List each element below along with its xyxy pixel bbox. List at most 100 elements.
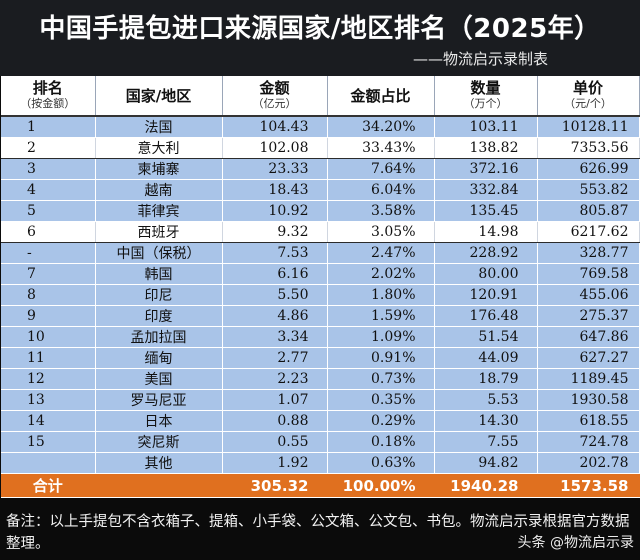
table-row: 3 柬埔寨 23.33 7.64% 372.16 626.99	[1, 158, 640, 180]
cell-share: 2.02%	[327, 263, 435, 285]
cell-amount: 104.43	[222, 116, 328, 138]
cell-quantity: 14.30	[434, 410, 538, 432]
cell-rank: 10	[1, 326, 96, 348]
watermark: 头条 @物流启示录	[517, 535, 634, 551]
cell-country: 柬埔寨	[95, 158, 223, 180]
cell-unit-price: 1189.45	[537, 368, 640, 390]
cell-rank: 7	[1, 263, 96, 285]
cell-quantity: 44.09	[434, 347, 538, 369]
page-title: 中国手提包进口来源国家/地区排名（2025年）	[39, 14, 601, 44]
cell-country: 其他	[95, 452, 223, 474]
cell-share: 1.59%	[327, 305, 435, 327]
cell-quantity: 332.84	[434, 179, 538, 201]
cell-quantity: 228.92	[434, 242, 538, 264]
table-row: 4 越南 18.43 6.04% 332.84 553.82	[1, 179, 640, 201]
cell-quantity: 372.16	[434, 158, 538, 180]
cell-quantity: 51.54	[434, 326, 538, 348]
cell-country: 罗马尼亚	[95, 389, 223, 411]
cell-rank: -	[1, 242, 96, 264]
cell-amount: 5.50	[222, 284, 328, 306]
cell-country: 菲律宾	[95, 200, 223, 222]
cell-country: 日本	[95, 410, 223, 432]
cell-share: 0.73%	[327, 368, 435, 390]
cell-rank: 1	[1, 116, 96, 138]
cell-unit-price: 553.82	[537, 179, 640, 201]
cell-amount: 0.55	[222, 431, 328, 453]
cell-country: 孟加拉国	[95, 326, 223, 348]
header-quantity: 数量 （万个）	[434, 76, 538, 117]
cell-rank	[1, 452, 96, 474]
cell-share: 0.29%	[327, 410, 435, 432]
cell-unit-price: 7353.56	[537, 137, 640, 159]
footnote: 备注：以上手提包不含衣箱子、提箱、小手袋、公文箱、公文包、书包。物流启示录根据官…	[0, 508, 640, 560]
cell-quantity: 80.00	[434, 263, 538, 285]
total-amount: 305.32	[222, 473, 328, 498]
total-quantity: 1940.28	[434, 473, 538, 498]
cell-unit-price: 769.58	[537, 263, 640, 285]
cell-country: 缅甸	[95, 347, 223, 369]
cell-unit-price: 647.86	[537, 326, 640, 348]
cell-amount: 1.07	[222, 389, 328, 411]
cell-quantity: 120.91	[434, 284, 538, 306]
cell-amount: 3.34	[222, 326, 328, 348]
cell-share: 6.04%	[327, 179, 435, 201]
cell-country: 突尼斯	[95, 431, 223, 453]
cell-unit-price: 275.37	[537, 305, 640, 327]
title-banner: 中国手提包进口来源国家/地区排名（2025年） ——物流启示录制表	[0, 0, 640, 76]
header-share: 金额占比	[327, 76, 435, 117]
cell-rank: 5	[1, 200, 96, 222]
cell-amount: 9.32	[222, 221, 328, 243]
cell-share: 33.43%	[327, 137, 435, 159]
cell-unit-price: 328.77	[537, 242, 640, 264]
cell-share: 7.64%	[327, 158, 435, 180]
cell-unit-price: 6217.62	[537, 221, 640, 243]
cell-amount: 102.08	[222, 137, 328, 159]
cell-country: 韩国	[95, 263, 223, 285]
cell-share: 0.63%	[327, 452, 435, 474]
cell-share: 1.09%	[327, 326, 435, 348]
cell-quantity: 135.45	[434, 200, 538, 222]
cell-amount: 2.77	[222, 347, 328, 369]
cell-rank: 12	[1, 368, 96, 390]
cell-unit-price: 627.27	[537, 347, 640, 369]
total-row: 合计 305.32 100.00% 1940.28 1573.58	[1, 473, 640, 498]
cell-amount: 18.43	[222, 179, 328, 201]
cell-share: 3.58%	[327, 200, 435, 222]
cell-country: 意大利	[95, 137, 223, 159]
cell-rank: 13	[1, 389, 96, 411]
cell-amount: 6.16	[222, 263, 328, 285]
cell-country: 印尼	[95, 284, 223, 306]
table-row: 9 印度 4.86 1.59% 176.48 275.37	[1, 305, 640, 327]
cell-country: 中国（保税）	[95, 242, 223, 264]
table-row: 12 美国 2.23 0.73% 18.79 1189.45	[1, 368, 640, 390]
cell-unit-price: 724.78	[537, 431, 640, 453]
cell-unit-price: 626.99	[537, 158, 640, 180]
table-row: 6 西班牙 9.32 3.05% 14.98 6217.62	[1, 221, 640, 243]
header-rank: 排名 （按金额）	[1, 76, 96, 117]
page-subtitle: ——物流启示录制表	[412, 50, 548, 68]
cell-quantity: 7.55	[434, 431, 538, 453]
cell-unit-price: 455.06	[537, 284, 640, 306]
cell-amount: 1.92	[222, 452, 328, 474]
cell-rank: 14	[1, 410, 96, 432]
cell-share: 34.20%	[327, 116, 435, 138]
table-row: 5 菲律宾 10.92 3.58% 135.45 805.87	[1, 200, 640, 222]
cell-share: 0.18%	[327, 431, 435, 453]
table-row: - 中国（保税） 7.53 2.47% 228.92 328.77	[1, 242, 640, 264]
cell-unit-price: 805.87	[537, 200, 640, 222]
cell-rank: 15	[1, 431, 96, 453]
table-row: 15 突尼斯 0.55 0.18% 7.55 724.78	[1, 431, 640, 453]
table-row: 14 日本 0.88 0.29% 14.30 618.55	[1, 410, 640, 432]
cell-rank: 6	[1, 221, 96, 243]
header-country: 国家/地区	[95, 76, 223, 117]
cell-amount: 0.88	[222, 410, 328, 432]
cell-rank: 9	[1, 305, 96, 327]
cell-quantity: 14.98	[434, 221, 538, 243]
cell-rank: 3	[1, 158, 96, 180]
cell-amount: 4.86	[222, 305, 328, 327]
cell-rank: 11	[1, 347, 96, 369]
cell-amount: 10.92	[222, 200, 328, 222]
cell-country: 美国	[95, 368, 223, 390]
table-row: 11 缅甸 2.77 0.91% 44.09 627.27	[1, 347, 640, 369]
cell-rank: 4	[1, 179, 96, 201]
